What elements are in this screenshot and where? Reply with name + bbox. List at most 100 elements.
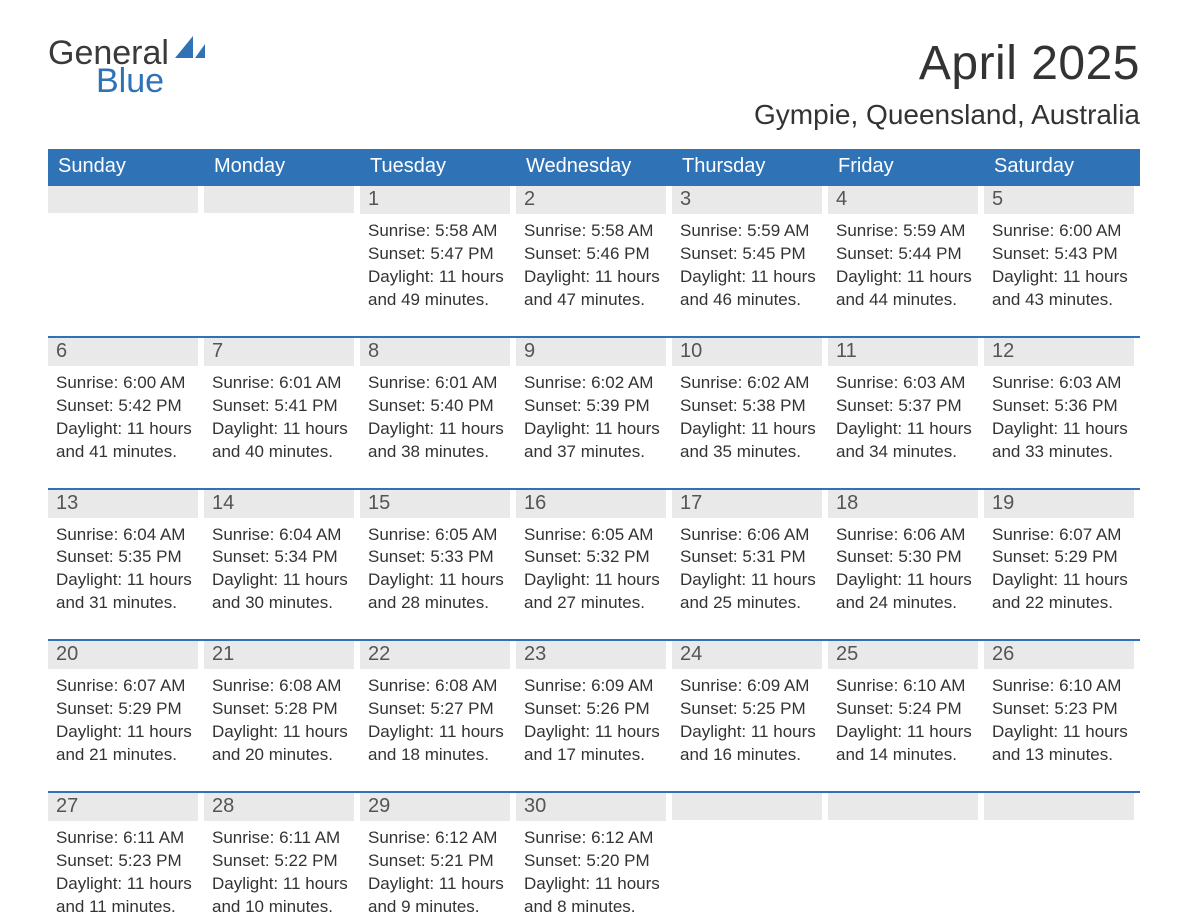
sunset-line: Sunset: 5:38 PM	[680, 395, 818, 418]
sunset-line: Sunset: 5:45 PM	[680, 243, 818, 266]
day-body: Sunrise: 6:04 AMSunset: 5:35 PMDaylight:…	[48, 518, 198, 616]
sunrise-line: Sunrise: 5:58 AM	[524, 220, 662, 243]
daylight-line-b: and 27 minutes.	[524, 592, 662, 615]
daylight-line-b: and 18 minutes.	[368, 744, 506, 767]
sunrise-line: Sunrise: 6:09 AM	[680, 675, 818, 698]
week-row: 27Sunrise: 6:11 AMSunset: 5:23 PMDayligh…	[48, 791, 1140, 919]
sunset-line: Sunset: 5:25 PM	[680, 698, 818, 721]
daylight-line-a: Daylight: 11 hours	[992, 266, 1130, 289]
day-number: 15	[360, 490, 510, 518]
daylight-line-b: and 33 minutes.	[992, 441, 1130, 464]
sunrise-line: Sunrise: 6:01 AM	[368, 372, 506, 395]
day-number	[48, 186, 198, 213]
day-body: Sunrise: 6:03 AMSunset: 5:37 PMDaylight:…	[828, 366, 978, 464]
day-body: Sunrise: 6:01 AMSunset: 5:40 PMDaylight:…	[360, 366, 510, 464]
day-cell: 29Sunrise: 6:12 AMSunset: 5:21 PMDayligh…	[360, 793, 516, 919]
day-number	[828, 793, 978, 820]
sunset-line: Sunset: 5:31 PM	[680, 546, 818, 569]
sunrise-line: Sunrise: 6:11 AM	[56, 827, 194, 850]
sunrise-line: Sunrise: 6:06 AM	[680, 524, 818, 547]
day-body: Sunrise: 6:07 AMSunset: 5:29 PMDaylight:…	[48, 669, 198, 767]
day-body: Sunrise: 6:04 AMSunset: 5:34 PMDaylight:…	[204, 518, 354, 616]
sunset-line: Sunset: 5:36 PM	[992, 395, 1130, 418]
day-number: 10	[672, 338, 822, 366]
day-cell: 30Sunrise: 6:12 AMSunset: 5:20 PMDayligh…	[516, 793, 672, 919]
day-body: Sunrise: 5:59 AMSunset: 5:45 PMDaylight:…	[672, 214, 822, 312]
daylight-line-a: Daylight: 11 hours	[368, 266, 506, 289]
daylight-line-b: and 14 minutes.	[836, 744, 974, 767]
day-cell	[48, 186, 204, 312]
sunrise-line: Sunrise: 6:10 AM	[836, 675, 974, 698]
calendar: Sunday Monday Tuesday Wednesday Thursday…	[48, 149, 1140, 919]
logo-text: General Blue	[48, 36, 205, 98]
weeks-container: 1Sunrise: 5:58 AMSunset: 5:47 PMDaylight…	[48, 186, 1140, 919]
day-number: 2	[516, 186, 666, 214]
sunrise-line: Sunrise: 6:07 AM	[992, 524, 1130, 547]
daylight-line-a: Daylight: 11 hours	[524, 418, 662, 441]
daylight-line-a: Daylight: 11 hours	[836, 266, 974, 289]
sunrise-line: Sunrise: 6:09 AM	[524, 675, 662, 698]
daylight-line-b: and 37 minutes.	[524, 441, 662, 464]
sunset-line: Sunset: 5:30 PM	[836, 546, 974, 569]
day-cell: 15Sunrise: 6:05 AMSunset: 5:33 PMDayligh…	[360, 490, 516, 616]
day-cell: 20Sunrise: 6:07 AMSunset: 5:29 PMDayligh…	[48, 641, 204, 767]
sunset-line: Sunset: 5:26 PM	[524, 698, 662, 721]
sunrise-line: Sunrise: 6:06 AM	[836, 524, 974, 547]
sunset-line: Sunset: 5:22 PM	[212, 850, 350, 873]
daylight-line-a: Daylight: 11 hours	[368, 569, 506, 592]
daylight-line-b: and 49 minutes.	[368, 289, 506, 312]
sunset-line: Sunset: 5:28 PM	[212, 698, 350, 721]
day-cell: 18Sunrise: 6:06 AMSunset: 5:30 PMDayligh…	[828, 490, 984, 616]
day-body: Sunrise: 5:58 AMSunset: 5:47 PMDaylight:…	[360, 214, 510, 312]
daylight-line-b: and 11 minutes.	[56, 896, 194, 919]
logo: General Blue	[48, 36, 205, 98]
dow-saturday: Saturday	[984, 149, 1140, 186]
day-number: 12	[984, 338, 1134, 366]
daylight-line-a: Daylight: 11 hours	[524, 873, 662, 896]
sunset-line: Sunset: 5:40 PM	[368, 395, 506, 418]
day-number: 29	[360, 793, 510, 821]
day-body: Sunrise: 6:01 AMSunset: 5:41 PMDaylight:…	[204, 366, 354, 464]
sunrise-line: Sunrise: 5:58 AM	[368, 220, 506, 243]
day-body: Sunrise: 6:09 AMSunset: 5:26 PMDaylight:…	[516, 669, 666, 767]
day-cell: 27Sunrise: 6:11 AMSunset: 5:23 PMDayligh…	[48, 793, 204, 919]
day-cell: 21Sunrise: 6:08 AMSunset: 5:28 PMDayligh…	[204, 641, 360, 767]
day-body: Sunrise: 6:02 AMSunset: 5:38 PMDaylight:…	[672, 366, 822, 464]
day-number: 26	[984, 641, 1134, 669]
day-body: Sunrise: 6:08 AMSunset: 5:28 PMDaylight:…	[204, 669, 354, 767]
day-body: Sunrise: 6:11 AMSunset: 5:23 PMDaylight:…	[48, 821, 198, 919]
day-body: Sunrise: 6:12 AMSunset: 5:21 PMDaylight:…	[360, 821, 510, 919]
day-number: 7	[204, 338, 354, 366]
daylight-line-b: and 43 minutes.	[992, 289, 1130, 312]
sunrise-line: Sunrise: 5:59 AM	[680, 220, 818, 243]
sunrise-line: Sunrise: 6:11 AM	[212, 827, 350, 850]
week-row: 13Sunrise: 6:04 AMSunset: 5:35 PMDayligh…	[48, 488, 1140, 616]
day-number: 14	[204, 490, 354, 518]
daylight-line-a: Daylight: 11 hours	[212, 418, 350, 441]
day-cell: 13Sunrise: 6:04 AMSunset: 5:35 PMDayligh…	[48, 490, 204, 616]
sunset-line: Sunset: 5:37 PM	[836, 395, 974, 418]
sunset-line: Sunset: 5:20 PM	[524, 850, 662, 873]
daylight-line-b: and 17 minutes.	[524, 744, 662, 767]
sunset-line: Sunset: 5:46 PM	[524, 243, 662, 266]
dow-monday: Monday	[204, 149, 360, 186]
day-number: 21	[204, 641, 354, 669]
day-body: Sunrise: 6:00 AMSunset: 5:43 PMDaylight:…	[984, 214, 1134, 312]
header: General Blue April 2025 Gympie, Queensla…	[48, 36, 1140, 131]
day-body: Sunrise: 6:11 AMSunset: 5:22 PMDaylight:…	[204, 821, 354, 919]
sunset-line: Sunset: 5:39 PM	[524, 395, 662, 418]
sunset-line: Sunset: 5:24 PM	[836, 698, 974, 721]
title-block: April 2025 Gympie, Queensland, Australia	[754, 36, 1140, 131]
day-number: 3	[672, 186, 822, 214]
day-cell: 6Sunrise: 6:00 AMSunset: 5:42 PMDaylight…	[48, 338, 204, 464]
day-cell: 5Sunrise: 6:00 AMSunset: 5:43 PMDaylight…	[984, 186, 1140, 312]
sunrise-line: Sunrise: 6:12 AM	[368, 827, 506, 850]
daylight-line-a: Daylight: 11 hours	[212, 873, 350, 896]
daylight-line-b: and 35 minutes.	[680, 441, 818, 464]
daylight-line-b: and 41 minutes.	[56, 441, 194, 464]
sunrise-line: Sunrise: 6:05 AM	[368, 524, 506, 547]
daylight-line-a: Daylight: 11 hours	[56, 569, 194, 592]
week-row: 1Sunrise: 5:58 AMSunset: 5:47 PMDaylight…	[48, 186, 1140, 312]
day-body: Sunrise: 6:05 AMSunset: 5:33 PMDaylight:…	[360, 518, 510, 616]
daylight-line-b: and 31 minutes.	[56, 592, 194, 615]
